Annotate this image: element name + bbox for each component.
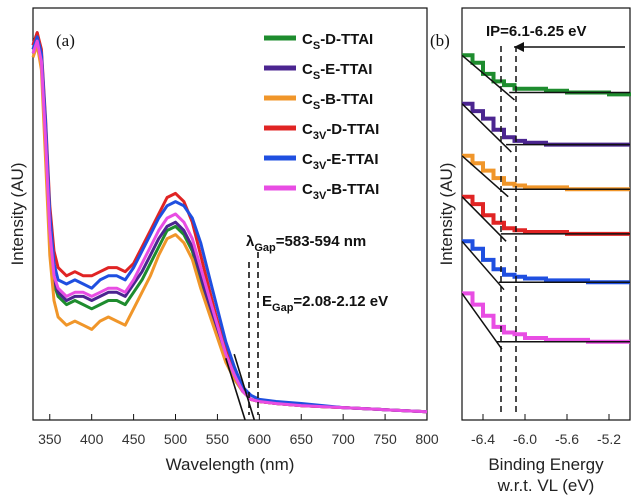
panel-a-tangent-lines: [225, 353, 256, 421]
legend-label-subscript: S: [313, 100, 320, 112]
legend-label-subscript: 3V: [313, 160, 327, 172]
lambda-value: =583-594 nm: [276, 233, 366, 250]
ip-arrow-head: [514, 42, 524, 52]
panel-a-x-tick-label: 650: [290, 431, 314, 447]
panel-b-x-tick-label: -5.2: [597, 431, 621, 447]
panel-b-x-tick-label: -6.0: [513, 431, 537, 447]
panel-a-x-tick-label: 800: [415, 431, 439, 447]
lambda-gap-annotation: λGap=583-594 nm: [246, 233, 366, 254]
panel-b-x-tick-label: -5.6: [555, 431, 579, 447]
legend-label-suffix: -E-TTAI: [326, 151, 378, 168]
legend-label-main: C: [302, 91, 313, 108]
panel-b-x-tick-label: -6.4: [471, 431, 495, 447]
legend-label-suffix: -B-TTAI: [320, 91, 373, 108]
panel-b-label: (b): [430, 31, 450, 50]
panel-b-series-line-6: [462, 291, 630, 344]
egap-annotation-text: EGap=2.08-2.12 eV: [262, 293, 388, 314]
panel-a-onset-tangent-2: [233, 353, 256, 421]
legend-label-4: C3V-D-TTAI: [302, 121, 379, 142]
panel-a-x-tick-label: 700: [331, 431, 355, 447]
legend-label-main: C: [302, 31, 313, 48]
panel-a-x-tick-label: 400: [80, 431, 104, 447]
panel-a-x-tick-label: 750: [373, 431, 397, 447]
egap-value: =2.08-2.12 eV: [293, 293, 388, 310]
panel-a-absorption-chart: 350 400 450 500 550 600 650 700 750 800 (a) λGap=…: [8, 7, 439, 474]
legend-label-subscript: S: [313, 40, 320, 52]
legend-label-suffix: -B-TTAI: [326, 181, 379, 198]
panel-b-edge-fit-5: [461, 240, 505, 291]
panel-b-y-axis-title: Intensity (AU): [437, 163, 456, 266]
panel-a-x-tick-label: 450: [122, 431, 146, 447]
panel-a-label: (a): [56, 31, 75, 50]
legend-label-3: CS-B-TTAI: [302, 91, 373, 112]
panel-b-tangent-lines: [461, 54, 630, 350]
panel-a-series-line-5: [31, 35, 428, 414]
panel-a-series-line-6: [31, 39, 428, 414]
legend-label-2: CS-E-TTAI: [302, 61, 372, 82]
panel-a-x-tick-label: 550: [206, 431, 230, 447]
egap-subscript: Gap: [272, 302, 294, 314]
panel-a-legend: CS-D-TTAICS-E-TTAICS-B-TTAIC3V-D-TTAIC3V…: [264, 31, 379, 202]
egap-symbol: E: [262, 293, 272, 310]
legend-label-6: C3V-B-TTAI: [302, 181, 379, 202]
panel-a-series-group: [31, 31, 428, 414]
panel-a-x-tick-label: 350: [38, 431, 62, 447]
panel-b-series-line-4: [462, 194, 630, 236]
legend-label-subscript: 3V: [313, 190, 327, 202]
panel-a-frame: [32, 7, 428, 421]
legend-label-1: CS-D-TTAI: [302, 31, 373, 52]
legend-label-subscript: 3V: [313, 130, 327, 142]
legend-label-main: C: [302, 121, 313, 138]
panel-a-x-tick-label: 600: [248, 431, 272, 447]
panel-b-x-axis-title-line2: w.r.t. VL (eV): [497, 476, 595, 495]
panel-b-series-group: [462, 53, 631, 344]
panel-b-edge-fit-6: [461, 292, 503, 350]
panel-b-edge-fit-2: [461, 103, 512, 153]
panel-b-frame: [461, 7, 631, 421]
legend-label-5: C3V-E-TTAI: [302, 151, 379, 172]
panel-a-x-tick-label: 500: [164, 431, 188, 447]
legend-label-main: C: [302, 181, 313, 198]
legend-label-suffix: -D-TTAI: [320, 31, 373, 48]
lambda-subscript: Gap: [254, 242, 276, 254]
legend-label-suffix: -E-TTAI: [320, 61, 372, 78]
legend-label-main: C: [302, 151, 313, 168]
lambda-symbol: λ: [246, 233, 255, 250]
panel-b-edge-fit-4: [461, 196, 507, 242]
panel-a-y-axis-title: Intensity (AU): [8, 163, 27, 266]
ip-annotation-text: IP=6.1-6.25 eV: [486, 23, 587, 40]
panel-b-series-line-2: [462, 101, 630, 147]
egap-annotation: EGap=2.08-2.12 eV: [262, 293, 388, 314]
panel-a-onset-tangent-1: [225, 357, 246, 421]
panel-a-x-axis-title: Wavelength (nm): [166, 455, 295, 474]
panel-b-x-axis-title-line1: Binding Energy: [488, 455, 604, 474]
legend-label-subscript: S: [313, 70, 320, 82]
panel-b-series-line-5: [462, 239, 630, 285]
legend-label-suffix: -D-TTAI: [326, 121, 379, 138]
panel-b-ups-chart: -6.4 -6.0 -5.6 -5.2 (b) IP=6.1-6.25 eV Bind…: [430, 7, 631, 495]
legend-label-main: C: [302, 61, 313, 78]
panel-b-series-line-1: [462, 53, 631, 97]
lambda-gap-annotation-text: λGap=583-594 nm: [246, 233, 366, 254]
panel-a-x-ticks: 350 400 450 500 550 600 650 700 750 800: [38, 414, 439, 447]
panel-b-series-line-3: [462, 153, 630, 192]
panel-b-edge-fit-1: [461, 54, 515, 101]
panel-b-x-ticks: -6.4 -6.0 -5.6 -5.2: [471, 414, 621, 447]
